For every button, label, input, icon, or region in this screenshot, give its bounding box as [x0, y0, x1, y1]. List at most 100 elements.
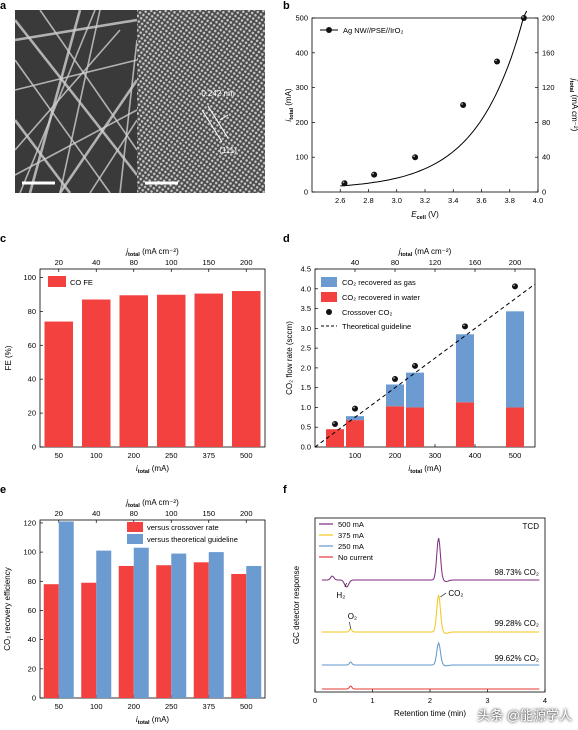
- panel-e-label: e: [0, 484, 7, 496]
- point-highlight: [372, 172, 375, 175]
- legend-label: CO₂ recovered as gas: [342, 278, 416, 287]
- nanowire: [13, 119, 72, 194]
- crossover-point: [392, 375, 398, 382]
- x-tick-label: 400: [469, 451, 482, 460]
- crossover-point: [352, 405, 358, 412]
- gas-bar: [456, 334, 474, 403]
- purity-label: 99.28% CO₂: [495, 619, 539, 628]
- y-tick-label: 4.0: [301, 284, 311, 293]
- water-bar: [506, 407, 524, 447]
- point-highlight: [495, 59, 497, 62]
- peak-pointer: [344, 582, 347, 588]
- legend-label: No current: [338, 553, 374, 562]
- theoretical-guideline: [314, 283, 536, 448]
- point-highlight: [353, 406, 355, 409]
- legend-label: 500 mA: [338, 520, 364, 529]
- data-point: [460, 102, 467, 108]
- panel-d-label: d: [283, 233, 290, 245]
- gas-bar: [406, 372, 424, 408]
- legend-label: Theoretical guideline: [342, 322, 411, 331]
- y-tick-label: 20: [28, 664, 36, 673]
- current-voltage-chart: 2.6 2.8 3.0 3.2 3.4 3.6 3.8 4.00100200300400500…: [284, 10, 578, 221]
- x-tick-label: 500: [240, 451, 253, 460]
- x-tick-label: 2.8: [363, 196, 373, 205]
- y-tick-label: 0.0: [301, 443, 311, 452]
- x-tick-label: 50: [55, 451, 63, 460]
- y-tick-label: 100: [23, 273, 36, 282]
- x-tick-label: 500: [240, 702, 253, 711]
- lattice-plane-label: (111): [219, 146, 237, 155]
- top-tick-label: 100: [165, 509, 178, 518]
- x-tick-label: 3.2: [420, 196, 430, 205]
- y-tick-label: 3.5: [301, 304, 311, 313]
- y-tick-label: 0: [32, 443, 36, 452]
- top-tick-label: 40: [92, 509, 100, 518]
- panel-d: d 0.0 0.5 1.0 1.5 2.0 2.5 3.0 3.5 4.0 4.5 100 200 30…: [283, 233, 578, 483]
- top-tick-label: 80: [130, 509, 138, 518]
- crossover-point: [462, 323, 468, 330]
- y2-axis-label: jtotal (mA cm⁻²): [568, 78, 578, 132]
- peak-pointer: [440, 592, 447, 598]
- lattice-line-1: [201, 109, 223, 143]
- y-tick-label: 100: [23, 548, 36, 557]
- point-highlight: [461, 103, 464, 105]
- x-axis-label: itotal (mA): [136, 715, 169, 726]
- top-tick-label: 40: [351, 258, 359, 267]
- x-tick-label: 3.6: [476, 196, 486, 205]
- crossover-bar: [193, 562, 209, 698]
- nanowire: [14, 59, 111, 194]
- guideline-bar: [171, 553, 187, 698]
- legend-label: versus crossover rate: [147, 523, 219, 532]
- gas-bar: [386, 384, 404, 407]
- point-highlight: [463, 324, 465, 327]
- legend-label: 250 mA: [338, 542, 364, 551]
- panel-a-label: a: [0, 0, 7, 12]
- nanowire: [14, 29, 121, 151]
- nanowire: [58, 79, 139, 194]
- legend-label: 375 mA: [338, 531, 364, 540]
- peak-label-co2: CO₂: [448, 589, 463, 598]
- y-tick-label: 20: [28, 409, 36, 418]
- faradaic-efficiency-chart: 0 20 40 60 80 100 50 20 100 40 200 80 250 100 375 150 50…: [4, 247, 266, 475]
- tem-image: 0.242 nm (111): [13, 9, 265, 194]
- legend-swatch-crossover: [127, 522, 143, 532]
- water-bar: [346, 420, 364, 447]
- crossover-bar: [118, 565, 134, 698]
- y-axis-label: FE (%): [4, 345, 13, 370]
- x-axis-label: itotal (mA): [408, 464, 441, 475]
- top-tick-label: 200: [240, 258, 253, 267]
- nanowire: [119, 39, 138, 194]
- top-tick-label: 200: [240, 509, 253, 518]
- x-tick-label: 50: [55, 702, 63, 711]
- y-tick-label: 40: [28, 375, 36, 384]
- y-tick-label: 40: [28, 635, 36, 644]
- x-tick-label: 4: [543, 696, 547, 705]
- water-bar: [456, 402, 474, 447]
- panel-e: e 0 20 40 60 80 100 120 50 20 100 40 200 80 250 100 375…: [0, 484, 285, 730]
- point-highlight: [521, 16, 524, 18]
- fe-bar: [119, 295, 148, 447]
- panel-f: f 0 1 2 3 4 Retention time (min) GC detector r…: [283, 484, 578, 730]
- nanowire: [13, 19, 139, 176]
- y-tick-label: 200: [295, 118, 308, 127]
- x-tick-label: 200: [389, 451, 402, 460]
- lattice-line-2: [207, 105, 229, 139]
- recovery-efficiency-chart: 0 20 40 60 80 100 120 50 20 100 40 200 80 250 100 375 15…: [3, 498, 266, 726]
- data-point: [341, 180, 348, 187]
- guideline-bar: [58, 521, 74, 698]
- top-axis-label: jtotal (mA cm⁻²): [398, 247, 452, 258]
- panel-c-label: c: [0, 233, 7, 245]
- x-axis-label: Ecell (V): [411, 210, 439, 221]
- guideline-bar: [96, 550, 112, 698]
- panel-a: a 0.242 nm (111): [0, 0, 270, 210]
- x-tick-label: 500: [509, 451, 522, 460]
- y-tick-label: 0: [304, 188, 308, 197]
- crossover-bar: [231, 573, 247, 698]
- nanowire: [39, 9, 138, 151]
- y-tick-label: 0.5: [301, 423, 311, 432]
- y-tick-label: 2.0: [301, 363, 311, 372]
- y2-tick-label: 200: [542, 14, 555, 23]
- y-tick-label: 300: [295, 83, 308, 92]
- x-tick-label: 4.0: [533, 196, 543, 205]
- x-tick-label: 3.8: [505, 196, 515, 205]
